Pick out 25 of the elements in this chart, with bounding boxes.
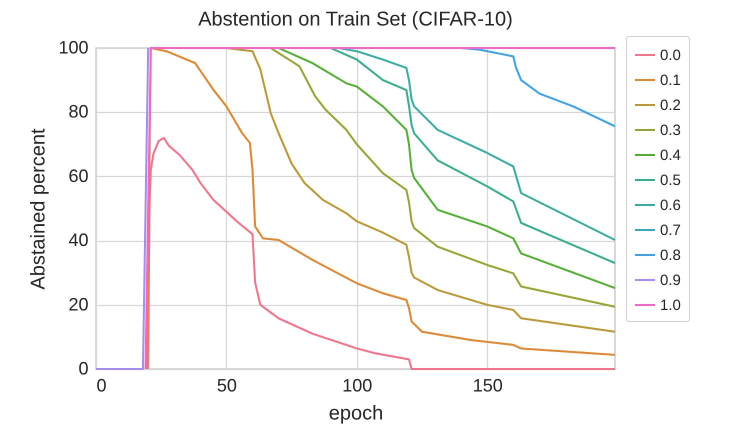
legend-label: 0.3 (660, 122, 681, 139)
legend-label: 0.9 (660, 272, 681, 289)
y-tick-label: 20 (68, 294, 88, 314)
x-tick-label: 150 (472, 376, 503, 396)
legend-label: 0.0 (660, 47, 681, 64)
y-tick-label: 0 (78, 358, 88, 378)
x-axis-title: epoch (328, 402, 384, 424)
legend-label: 0.4 (660, 147, 681, 164)
legend-label: 0.8 (660, 247, 681, 264)
legend-label: 1.0 (660, 297, 681, 314)
legend-label: 0.6 (660, 197, 681, 214)
legend-label: 0.7 (660, 222, 681, 239)
chart-title: Abstention on Train Set (CIFAR-10) (198, 8, 513, 30)
y-tick-label: 80 (68, 102, 88, 122)
legend-label: 0.2 (660, 97, 681, 114)
x-tick-label: 50 (216, 376, 237, 396)
y-tick-label: 60 (68, 166, 88, 186)
y-tick-label: 40 (68, 230, 88, 250)
y-axis-title: Abstained percent (27, 128, 50, 290)
legend-label: 0.1 (660, 72, 681, 89)
legend-label: 0.5 (660, 172, 681, 189)
x-tick-label: 0 (96, 376, 107, 396)
y-tick-label: 100 (58, 38, 88, 58)
line-series (147, 136, 616, 370)
x-tick-label: 100 (342, 376, 372, 396)
